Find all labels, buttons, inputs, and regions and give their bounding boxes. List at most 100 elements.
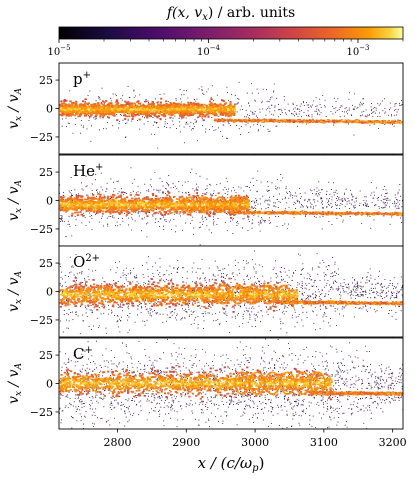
core-point <box>82 105 85 108</box>
bg-point <box>68 123 70 125</box>
beam-point <box>267 120 269 122</box>
beam-point <box>276 120 279 122</box>
core-point <box>225 106 228 109</box>
bg-point <box>71 193 72 195</box>
bg-point <box>312 199 314 201</box>
core-point <box>152 102 155 105</box>
core-point <box>152 112 155 115</box>
core-point <box>200 110 203 112</box>
core-point <box>218 104 221 107</box>
bg-point <box>248 132 250 134</box>
bg-point <box>232 218 234 220</box>
bg-point <box>365 200 367 202</box>
core-point <box>185 104 188 107</box>
bg-point <box>246 194 248 196</box>
core-point <box>232 105 235 108</box>
bg-point <box>103 103 105 105</box>
bg-point <box>140 192 141 194</box>
core-point <box>95 106 99 109</box>
bg-point <box>131 229 132 231</box>
bg-point <box>346 201 348 203</box>
bg-point <box>328 181 330 183</box>
bg-point <box>302 206 304 208</box>
bg-point <box>375 109 377 111</box>
bg-point <box>229 114 231 116</box>
core-point <box>151 110 155 113</box>
core-point <box>69 107 72 110</box>
bg-point <box>327 199 329 201</box>
bg-point <box>359 190 361 192</box>
core-point <box>213 102 217 105</box>
bg-point <box>123 191 125 193</box>
core-point <box>132 112 135 115</box>
core-point <box>202 205 205 208</box>
bg-point <box>252 113 254 115</box>
bg-point <box>253 184 255 186</box>
core-point <box>160 113 163 116</box>
core-point <box>124 201 127 204</box>
bg-point <box>179 116 181 118</box>
beam-point <box>303 119 306 121</box>
core-point <box>148 106 151 108</box>
beam-point <box>223 118 226 120</box>
core-point <box>166 110 169 112</box>
bg-point <box>122 95 124 97</box>
bg-point <box>341 105 343 107</box>
core-point <box>97 103 100 106</box>
bg-point <box>224 192 226 194</box>
bg-point <box>271 182 273 184</box>
bg-point <box>363 204 364 206</box>
bg-point <box>300 206 302 208</box>
bg-point <box>245 124 247 126</box>
core-point <box>62 102 65 105</box>
beam-point <box>378 121 381 123</box>
beam-point <box>315 120 318 122</box>
core-point <box>90 103 93 106</box>
bg-point <box>322 203 323 205</box>
bg-point <box>369 114 370 116</box>
core-point <box>153 202 156 205</box>
core-point <box>189 111 192 113</box>
bg-point <box>391 216 393 218</box>
bg-point <box>337 98 339 100</box>
core-point <box>107 195 110 198</box>
bg-point <box>269 107 271 109</box>
bg-point <box>238 186 240 188</box>
bg-point <box>151 210 153 212</box>
core-point <box>61 108 64 111</box>
y-tick-label: 25 <box>39 74 53 87</box>
core-point <box>159 117 162 120</box>
bg-point <box>260 124 262 126</box>
core-point <box>212 112 215 115</box>
bg-point <box>125 136 127 138</box>
bg-point <box>139 128 141 130</box>
bg-point <box>284 109 286 110</box>
bg-point <box>333 194 335 196</box>
core-point <box>139 113 142 115</box>
bg-point <box>343 115 345 117</box>
beam-point <box>313 120 316 123</box>
beam-point <box>243 120 246 122</box>
bg-point <box>335 204 336 206</box>
bg-point <box>292 194 294 196</box>
core-point <box>188 108 191 111</box>
core-point <box>169 199 172 202</box>
core-point <box>195 105 199 108</box>
beam-point <box>266 119 269 121</box>
core-point <box>205 111 208 114</box>
core-point <box>139 111 142 114</box>
core-point <box>194 195 197 198</box>
bg-point <box>268 189 270 191</box>
bg-point <box>191 219 193 221</box>
bg-point <box>276 125 278 127</box>
core-point <box>122 107 125 110</box>
bg-point <box>295 202 297 204</box>
bg-point <box>194 190 196 192</box>
beam-point <box>347 119 350 121</box>
core-point <box>197 104 200 107</box>
bg-point <box>148 190 150 192</box>
bg-point <box>192 127 193 129</box>
bg-point <box>153 189 155 191</box>
bg-point <box>273 205 275 207</box>
bg-point <box>115 225 116 227</box>
